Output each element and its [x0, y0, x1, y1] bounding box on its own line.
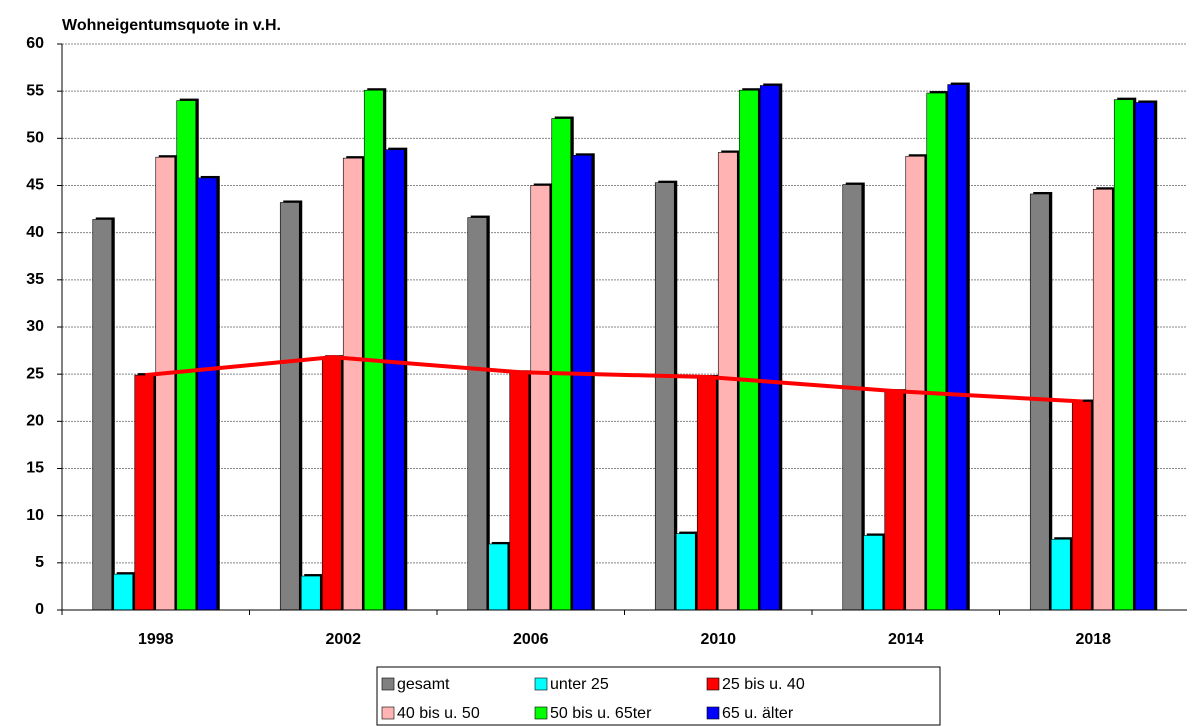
bar — [176, 100, 197, 611]
x-tick-label: 1998 — [138, 631, 174, 648]
x-tick-label: 2002 — [325, 631, 361, 648]
bar — [197, 177, 218, 611]
legend-swatch — [381, 677, 395, 691]
y-tick-label: 55 — [26, 82, 44, 99]
bar — [717, 152, 738, 611]
legend-swatch — [534, 706, 548, 720]
y-tick-label: 40 — [26, 224, 44, 241]
y-tick-label: 10 — [26, 507, 44, 524]
y-tick-label: 5 — [35, 554, 44, 571]
bar — [530, 185, 551, 611]
y-tick-label: 35 — [26, 271, 44, 288]
x-tick-label: 2018 — [1075, 631, 1111, 648]
bar — [134, 374, 155, 611]
x-tick-label: 2010 — [700, 631, 736, 648]
chart-title: Wohneigentumsquote in v.H. — [62, 17, 281, 34]
bar — [342, 157, 363, 611]
y-tick-label: 30 — [26, 318, 44, 335]
y-tick-label: 20 — [26, 413, 44, 430]
y-tick-label: 15 — [26, 460, 44, 477]
legend-swatch — [381, 706, 395, 720]
bar — [467, 217, 488, 611]
bar — [300, 575, 321, 611]
bar — [884, 390, 905, 611]
legend-label: unter 25 — [550, 676, 609, 693]
x-tick-label: 2014 — [888, 631, 924, 648]
legend-label: 50 bis u. 65ter — [550, 705, 652, 722]
bar — [92, 219, 113, 611]
bar — [155, 156, 176, 611]
bar — [509, 371, 530, 611]
y-tick-label: 60 — [26, 35, 44, 52]
bar — [696, 376, 717, 611]
y-tick-label: 50 — [26, 130, 44, 147]
bar — [675, 533, 696, 611]
legend-box — [376, 666, 941, 726]
bar — [1029, 193, 1050, 611]
bar — [551, 118, 572, 611]
legend-swatch — [706, 706, 720, 720]
legend-label: 65 u. älter — [722, 705, 794, 722]
bar — [321, 356, 342, 611]
legend-swatch — [534, 677, 548, 691]
bar — [759, 85, 780, 611]
bar — [488, 543, 509, 611]
bar — [654, 182, 675, 611]
bar — [279, 202, 300, 611]
bar — [1092, 188, 1113, 611]
legend-label: 40 bis u. 50 — [397, 705, 480, 722]
bar — [1134, 102, 1155, 611]
legend-label: gesamt — [397, 676, 450, 693]
bar — [842, 184, 863, 611]
legend-swatch — [706, 677, 720, 691]
bar — [1050, 538, 1071, 611]
bar — [384, 149, 405, 611]
bar — [738, 89, 759, 611]
bar — [113, 573, 134, 611]
bar — [947, 84, 968, 611]
y-tick-label: 25 — [26, 365, 44, 382]
bar — [926, 92, 947, 611]
bar — [572, 155, 593, 611]
bar — [905, 155, 926, 611]
y-tick-label: 45 — [26, 177, 44, 194]
legend-label: 25 bis u. 40 — [722, 676, 805, 693]
bar — [1071, 401, 1092, 611]
trend-line — [145, 355, 1083, 404]
bar — [1113, 99, 1134, 611]
bar — [863, 535, 884, 611]
x-tick-label: 2006 — [513, 631, 549, 648]
y-tick-label: 0 — [35, 601, 44, 618]
bar — [363, 89, 384, 611]
